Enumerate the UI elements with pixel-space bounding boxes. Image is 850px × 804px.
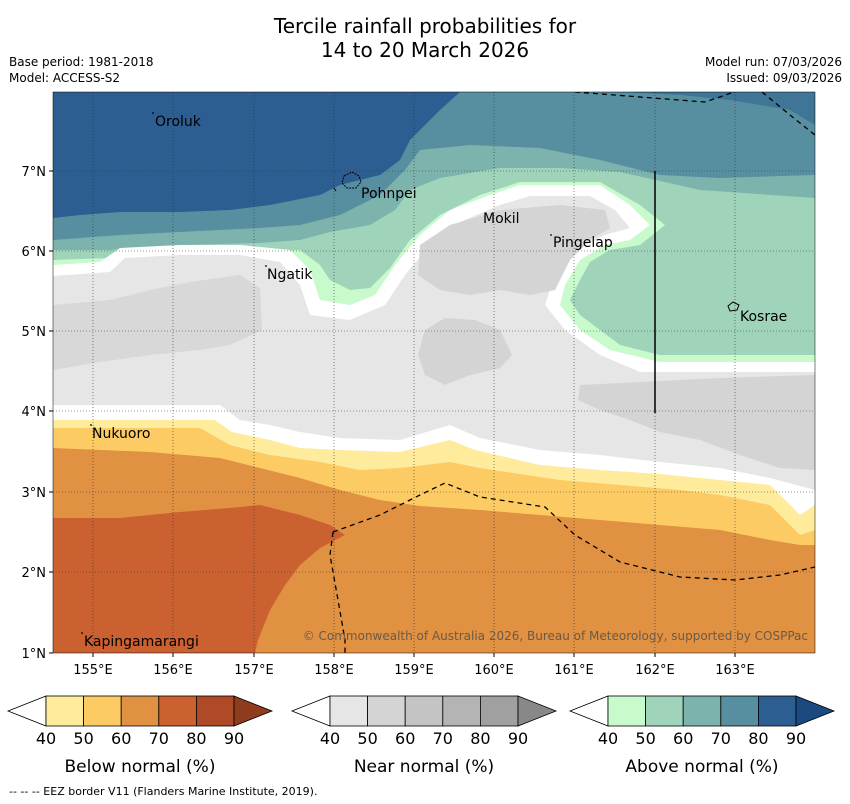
- legend-swatch: [442, 695, 481, 727]
- meta-left: Base period: 1981-2018 Model: ACCESS-S2: [9, 54, 154, 86]
- place-labels: Oroluk Pohnpei Mokil Pingelap Ngatik Kos…: [84, 114, 787, 650]
- latitude-labels: 7°N 6°N 5°N 4°N 3°N 2°N 1°N: [22, 165, 47, 662]
- lon-label: 162°E: [635, 663, 675, 678]
- legend-tick-label: 60: [673, 729, 693, 748]
- legend-swatch: [404, 695, 444, 727]
- lon-label: 158°E: [314, 663, 354, 678]
- legend-swatch: [329, 695, 368, 727]
- legend-near-normal: 40 50 60 70 80 90 Near normal (%): [290, 695, 558, 777]
- legend-tick-label: 70: [433, 729, 453, 748]
- atoll-markers: [81, 112, 552, 634]
- legend-arrow-low: [6, 695, 47, 727]
- probability-field: Oroluk Pohnpei Mokil Pingelap Ngatik Kos…: [53, 92, 815, 653]
- legend-title: Above normal (%): [625, 757, 778, 777]
- place-label-mokil: Mokil: [483, 211, 520, 227]
- lat-label: 4°N: [22, 405, 47, 420]
- pohnpei-islet: [333, 187, 337, 192]
- legend-tick-label: 70: [149, 729, 169, 748]
- legend-swatch: [607, 695, 646, 727]
- map-frame: [52, 91, 816, 654]
- lat-label: 1°N: [22, 647, 47, 662]
- legend-swatch: [479, 695, 519, 727]
- lon-label: 161°E: [554, 663, 594, 678]
- place-label-kosrae: Kosrae: [740, 309, 787, 325]
- model-run: Model run: 07/03/2026: [704, 55, 842, 69]
- model-name: Model: ACCESS-S2: [9, 71, 121, 85]
- lon-label: 159°E: [394, 663, 434, 678]
- legend-tick-label: 50: [635, 729, 655, 748]
- title-line-1: Tercile rainfall probabilities for: [273, 14, 577, 38]
- below-70-region: [53, 505, 345, 653]
- legend-tick-label: 40: [598, 729, 618, 748]
- legend-swatch: [45, 695, 84, 727]
- meta-right: Model run: 07/03/2026 Issued: 09/03/2026: [705, 54, 842, 86]
- legend-tick-label: 50: [73, 729, 93, 748]
- legend-tick-label: 80: [186, 729, 206, 748]
- place-label-pohnpei: Pohnpei: [361, 186, 417, 202]
- lon-label: 163°E: [715, 663, 755, 678]
- legend-swatch: [158, 695, 197, 727]
- legend-tick-label: 40: [320, 729, 340, 748]
- base-period: Base period: 1981-2018: [9, 55, 154, 69]
- lon-label: 157°E: [234, 663, 274, 678]
- legend-below-normal: 40 50 60 70 80 90 Below normal (%): [6, 695, 274, 777]
- legend-tick-label: 70: [711, 729, 731, 748]
- legend-tick-label: 60: [395, 729, 415, 748]
- near-50-region-central: [418, 205, 610, 295]
- legend-swatch: [645, 695, 684, 727]
- near-50-region-east: [578, 375, 815, 470]
- legend-title: Near normal (%): [354, 757, 494, 777]
- legend-swatch: [367, 695, 406, 727]
- legend-swatch: [682, 695, 722, 727]
- near-50-region-south: [418, 318, 512, 385]
- near-45-region-west: [53, 275, 262, 370]
- legend-tick-label: 80: [748, 729, 768, 748]
- legend-arrow-high: [233, 695, 274, 727]
- place-label-nukuoro: Nukuoro: [92, 426, 150, 442]
- legend-tick-label: 90: [786, 729, 806, 748]
- legend-swatch: [758, 695, 797, 727]
- lat-label: 7°N: [22, 165, 47, 180]
- lon-label: 160°E: [474, 663, 514, 678]
- legend-arrow-high: [795, 695, 836, 727]
- map-title: Tercile rainfall probabilities for 14 to…: [0, 14, 850, 62]
- legend-swatch: [195, 695, 235, 727]
- lat-label: 2°N: [22, 566, 47, 581]
- axis-ticks: [49, 170, 736, 657]
- legend-tick-label: 40: [36, 729, 56, 748]
- issued-date: Issued: 09/03/2026: [726, 71, 842, 85]
- pohnpei-island: [341, 171, 362, 189]
- legend-tick-label: 60: [111, 729, 131, 748]
- place-label-oroluk: Oroluk: [155, 114, 202, 130]
- legend-arrow-low: [568, 695, 609, 727]
- above-75-region: [460, 92, 815, 125]
- longitude-labels: 155°E 156°E 157°E 158°E 159°E 160°E 161°…: [73, 663, 755, 678]
- place-label-pingelap: Pingelap: [553, 235, 613, 251]
- legend-arrow-low: [290, 695, 331, 727]
- eez-border: [329, 92, 815, 653]
- copyright-notice: © Commonwealth of Australia 2026, Bureau…: [303, 629, 808, 643]
- legend-swatch: [83, 695, 122, 727]
- place-label-ngatik: Ngatik: [267, 267, 313, 283]
- legend-swatch: [120, 695, 160, 727]
- legend-title: Below normal (%): [65, 757, 216, 777]
- legend-above-normal: 40 50 60 70 80 90 Above normal (%): [568, 695, 836, 777]
- legend-tick-label: 50: [357, 729, 377, 748]
- legend-swatch: [720, 695, 759, 727]
- lon-label: 156°E: [153, 663, 193, 678]
- place-label-kapingamarangi: Kapingamarangi: [84, 634, 199, 650]
- lat-label: 5°N: [22, 325, 47, 340]
- above-80-region: [53, 92, 460, 218]
- legend-arrow-high: [517, 695, 558, 727]
- lon-label: 155°E: [73, 663, 113, 678]
- lat-label: 6°N: [22, 245, 47, 260]
- lat-label: 3°N: [22, 486, 47, 501]
- legend-tick-label: 80: [470, 729, 490, 748]
- legend-tick-label: 90: [224, 729, 244, 748]
- title-line-2: 14 to 20 March 2026: [320, 38, 530, 62]
- kosrae-island: [727, 301, 740, 312]
- legend-tick-label: 90: [508, 729, 528, 748]
- eez-footnote: -- -- -- EEZ border V11 (Flanders Marine…: [9, 785, 318, 798]
